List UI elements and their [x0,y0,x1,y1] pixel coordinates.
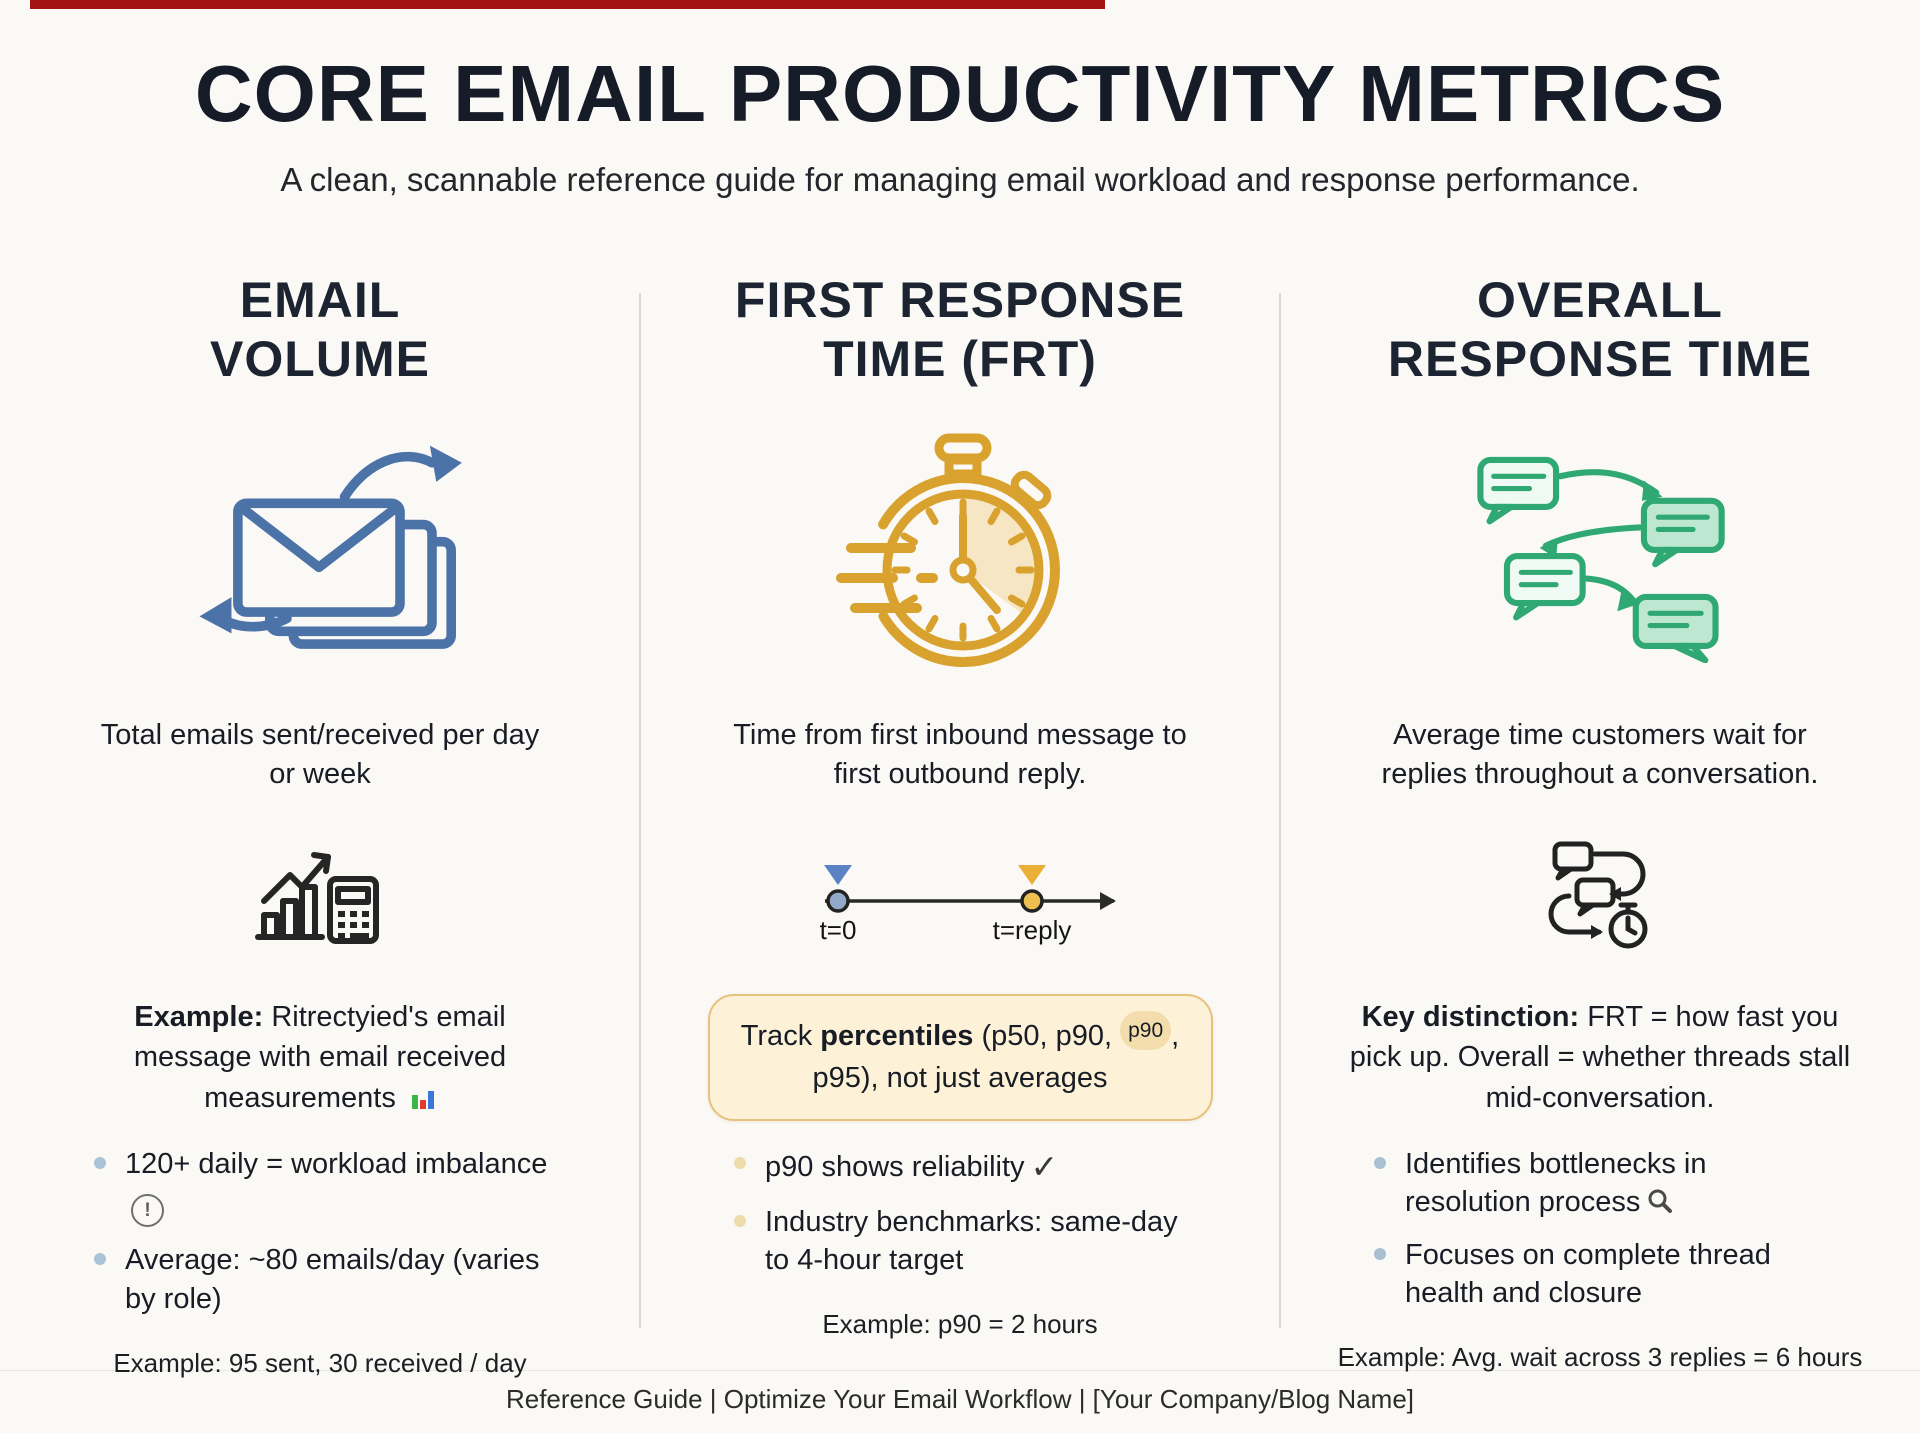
email-volume-icon-zone [0,420,640,690]
list-item: p90 shows reliability ✓ [725,1145,1195,1189]
example-statement: Example: Ritrectyied's email message wit… [133,1001,507,1114]
chat-bubbles-flow-icon [1477,456,1725,663]
list-item: Average: ~80 emails/day (varies by role) [85,1241,555,1318]
example-line: Example: 95 sent, 30 received / day [113,1347,527,1378]
frt-timeline-zone: t=0 t=reply [640,820,1280,970]
email-volume-mid-zone [0,820,640,970]
bullet-list: p90 shows reliability ✓ Industry benchmar… [725,1145,1195,1293]
overall-bullets-zone: Identifies bottlenecks in resolution pro… [1280,1145,1920,1379]
bar-chart-calculator-icon [255,852,379,944]
bullet-list: 120+ daily = workload imbalance! Average… [85,1145,555,1332]
list-item: 120+ daily = workload imbalance! [85,1145,555,1228]
key-distinction-statement: Key distinction: FRT = how fast you pick… [1349,1001,1851,1114]
column-overall-response-time: OVERALL RESPONSE TIME [1280,240,1920,1379]
header: CORE EMAIL PRODUCTIVITY METRICS A clean,… [0,0,1920,200]
frt-timeline-diagram: t=0 t=reply [780,839,1140,951]
email-volume-desc-zone: Total emails sent/received per day or we… [0,690,640,820]
columns-area: EMAIL VOLUME [0,240,1920,1379]
frt-callout-zone: Track percentiles (p50, p90, p90, p95), … [640,970,1280,1145]
p90-badge: p90 [1120,1011,1172,1051]
frt-header: FIRST RESPONSE TIME (FRT) [640,240,1280,420]
email-volume-header: EMAIL VOLUME [0,240,640,420]
column-divider-2 [1279,293,1281,1328]
column-title: EMAIL VOLUME [210,272,430,387]
overall-icon-zone [1280,420,1920,690]
column-description: Total emails sent/received per day or we… [100,718,540,790]
list-item: Focuses on complete thread health and cl… [1365,1236,1835,1313]
timeline-graphic [824,865,1116,913]
page-subtitle: A clean, scannable reference guide for m… [280,161,1640,198]
footer-text: Reference Guide | Optimize Your Email Wo… [505,1384,1415,1414]
chat-loop-stopwatch-icon [1548,841,1648,948]
top-accent-bar [30,0,1105,9]
example-line: Example: p90 = 2 hours [822,1309,1098,1340]
envelope-stack-icon [199,445,462,649]
overall-mid-zone [1280,820,1920,970]
column-title: OVERALL RESPONSE TIME [1387,272,1813,387]
alert-circle-icon: ! [131,1194,164,1228]
bar-chart-emoji-icon [411,1090,434,1109]
frt-icon-zone [640,420,1280,690]
bullet-list: Identifies bottlenecks in resolution pro… [1365,1145,1835,1326]
column-title: FIRST RESPONSE TIME (FRT) [734,272,1186,387]
email-volume-bullets-zone: 120+ daily = workload imbalance! Average… [0,1145,640,1379]
frt-desc-zone: Time from first inbound message to first… [640,690,1280,820]
example-line: Example: Avg. wait across 3 replies = 6 … [1337,1342,1863,1373]
list-item: Identifies bottlenecks in resolution pro… [1365,1145,1835,1222]
column-divider-1 [639,293,641,1328]
email-volume-statement-zone: Example: Ritrectyied's email message wit… [0,970,640,1145]
magnifier-icon [1648,1189,1673,1214]
column-first-response-time: FIRST RESPONSE TIME (FRT) [640,240,1280,1379]
column-description: Average time customers wait for replies … [1381,718,1819,790]
percentiles-callout: Track percentiles (p50, p90, p90, p95), … [707,994,1213,1121]
footer: Reference Guide | Optimize Your Email Wo… [0,1370,1920,1433]
timeline-end-label: t=reply [992,915,1072,945]
column-description: Time from first inbound message to first… [733,718,1187,790]
overall-desc-zone: Average time customers wait for replies … [1280,690,1920,820]
check-mark-icon: ✓ [1030,1148,1059,1185]
column-email-volume: EMAIL VOLUME [0,240,640,1379]
timeline-start-label: t=0 [819,915,857,945]
stopwatch-icon [836,433,1060,667]
list-item: Industry benchmarks: same-day to 4-hour … [725,1203,1195,1280]
overall-header: OVERALL RESPONSE TIME [1280,240,1920,420]
overall-statement-zone: Key distinction: FRT = how fast you pick… [1280,970,1920,1145]
frt-bullets-zone: p90 shows reliability ✓ Industry benchmar… [640,1145,1280,1379]
page-title: CORE EMAIL PRODUCTIVITY METRICS [194,49,1726,138]
